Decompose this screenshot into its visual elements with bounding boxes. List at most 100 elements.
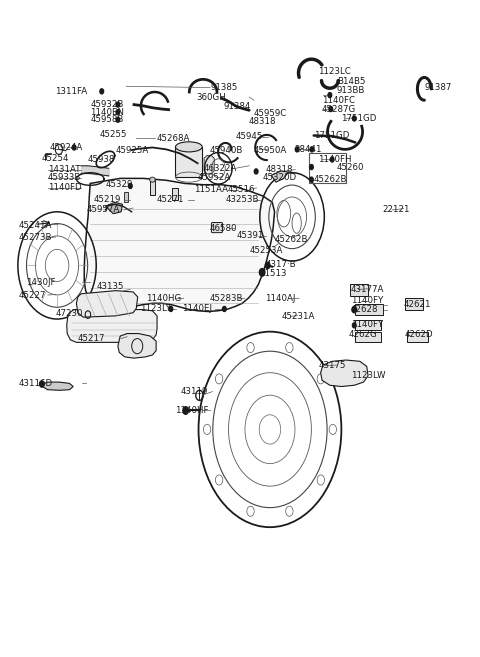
Polygon shape [271, 171, 288, 182]
Polygon shape [41, 382, 73, 390]
Circle shape [72, 145, 76, 150]
Text: 45945: 45945 [235, 132, 263, 141]
Text: 1140FD: 1140FD [48, 183, 82, 193]
Text: 45262B: 45262B [314, 175, 347, 184]
Text: 47230: 47230 [56, 309, 83, 318]
Text: 45933B: 45933B [48, 173, 81, 182]
Polygon shape [76, 290, 138, 317]
Text: 45516: 45516 [228, 185, 255, 194]
Text: 45260: 45260 [337, 162, 364, 171]
Text: 45219: 45219 [94, 195, 121, 204]
Text: 1123LY: 1123LY [140, 304, 171, 313]
Text: 913BB: 913BB [337, 86, 365, 95]
Circle shape [39, 381, 44, 387]
Text: 45925A: 45925A [116, 145, 149, 154]
Text: 45320D: 45320D [263, 173, 297, 182]
Text: 45273B: 45273B [19, 233, 52, 242]
Text: 45227: 45227 [19, 290, 46, 300]
Bar [355, 304, 383, 315]
Text: 1140AJ: 1140AJ [265, 294, 296, 304]
Text: 45262B: 45262B [274, 235, 308, 244]
Circle shape [352, 116, 356, 121]
Polygon shape [204, 156, 214, 174]
Circle shape [169, 306, 173, 311]
Text: 45932B: 45932B [90, 100, 124, 109]
Text: 1431AT: 1431AT [48, 165, 80, 174]
Text: 45255: 45255 [99, 130, 127, 139]
Polygon shape [118, 334, 156, 358]
Text: 43253B: 43253B [225, 195, 259, 204]
Bar [349, 284, 368, 296]
Text: 48318: 48318 [266, 165, 293, 174]
Text: 45287G: 45287G [322, 104, 356, 114]
Text: 1123LW: 1123LW [350, 371, 385, 380]
Ellipse shape [176, 142, 202, 152]
Bar [309, 153, 346, 183]
Polygon shape [106, 202, 122, 214]
Ellipse shape [150, 177, 155, 182]
Text: 45959C: 45959C [254, 109, 287, 118]
Text: 1430JF: 1430JF [26, 278, 56, 287]
Circle shape [310, 177, 313, 182]
Text: 48318: 48318 [248, 117, 276, 126]
Text: 4262G: 4262G [349, 330, 377, 338]
Text: 43175: 43175 [318, 361, 346, 370]
Text: 91387: 91387 [424, 83, 452, 92]
Text: 28441: 28441 [294, 145, 322, 154]
Circle shape [265, 262, 270, 269]
Bar [355, 321, 381, 330]
Circle shape [295, 147, 299, 152]
Text: 43116D: 43116D [19, 379, 53, 388]
Text: 360GH: 360GH [197, 93, 227, 102]
Circle shape [254, 169, 258, 174]
Text: 22121: 22121 [383, 206, 410, 214]
Polygon shape [321, 360, 368, 386]
Text: 1140FY: 1140FY [350, 320, 383, 329]
Circle shape [330, 157, 334, 162]
Text: 45241A: 45241A [19, 221, 52, 229]
Text: 1151AA: 1151AA [194, 185, 228, 194]
Bar [405, 298, 423, 309]
Text: 91384: 91384 [224, 102, 251, 111]
Text: 1140FC: 1140FC [322, 97, 355, 105]
Text: 1140EN: 1140EN [90, 108, 124, 117]
Circle shape [310, 164, 313, 170]
Text: 4262D: 4262D [405, 330, 433, 338]
Text: 1140HF: 1140HF [176, 406, 209, 415]
Circle shape [310, 147, 314, 152]
Text: 43119: 43119 [180, 387, 208, 396]
Bar [407, 332, 428, 342]
Circle shape [116, 110, 120, 115]
Text: 45952A: 45952A [198, 173, 231, 181]
Text: 21513: 21513 [260, 269, 288, 278]
Text: 42628: 42628 [350, 305, 378, 314]
Bar [355, 332, 381, 342]
Circle shape [352, 323, 356, 328]
Text: 45329: 45329 [106, 180, 133, 189]
Polygon shape [84, 179, 275, 311]
Text: 42621: 42621 [404, 300, 431, 309]
Text: 45957A: 45957A [87, 206, 120, 214]
FancyBboxPatch shape [211, 223, 223, 233]
Text: 1751GD: 1751GD [314, 131, 349, 140]
Circle shape [259, 269, 265, 276]
Text: 45271: 45271 [156, 195, 184, 204]
Text: 45268A: 45268A [156, 133, 190, 143]
Circle shape [116, 102, 120, 107]
Bar [176, 147, 202, 177]
Circle shape [183, 407, 188, 415]
Text: 1751GD: 1751GD [341, 114, 377, 123]
Circle shape [328, 93, 332, 98]
Text: 1311FA: 1311FA [55, 87, 87, 96]
Text: 45950A: 45950A [254, 145, 287, 154]
Text: B14B5: B14B5 [337, 77, 365, 86]
Text: 45940B: 45940B [210, 145, 243, 154]
Circle shape [100, 89, 104, 94]
Bar [124, 193, 128, 202]
Text: 43135: 43135 [96, 283, 124, 291]
Text: 4317·B: 4317·B [266, 260, 297, 269]
Circle shape [352, 306, 357, 313]
Circle shape [223, 306, 226, 311]
Text: 45283B: 45283B [210, 294, 243, 304]
Text: 1140HG: 1140HG [145, 294, 181, 304]
